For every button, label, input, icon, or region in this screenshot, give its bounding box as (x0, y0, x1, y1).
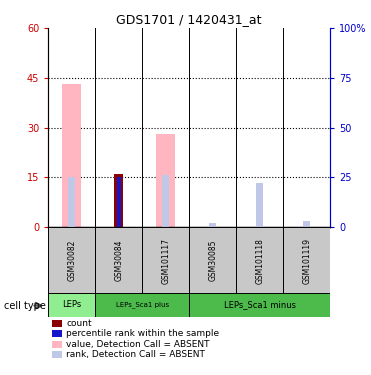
Text: LEPs_Sca1 minus: LEPs_Sca1 minus (224, 300, 296, 309)
Bar (62, 84, 81, 227)
Text: LEPs: LEPs (62, 300, 81, 309)
Bar (48, 292, 95, 317)
Bar (236, 227, 283, 294)
Bar (256, 183, 263, 227)
Bar (303, 221, 310, 227)
Bar (156, 134, 175, 227)
Bar (162, 175, 169, 227)
Text: GSM30084: GSM30084 (114, 240, 123, 281)
Bar (115, 174, 123, 227)
Bar (189, 227, 236, 294)
Text: GSM30082: GSM30082 (67, 240, 76, 281)
Text: LEPs_Sca1 plus: LEPs_Sca1 plus (116, 302, 169, 308)
Text: count: count (66, 319, 92, 328)
Text: value, Detection Call = ABSENT: value, Detection Call = ABSENT (66, 340, 210, 349)
Bar (209, 223, 216, 227)
Bar (95, 292, 189, 317)
Bar (189, 292, 330, 317)
Text: GSM101118: GSM101118 (255, 238, 264, 284)
Text: percentile rank within the sample: percentile rank within the sample (66, 329, 219, 338)
Bar (68, 177, 75, 227)
Text: GSM101119: GSM101119 (302, 238, 311, 284)
Text: cell type: cell type (4, 301, 46, 310)
Bar (142, 227, 189, 294)
Text: GSM101117: GSM101117 (161, 238, 170, 284)
Bar (48, 227, 95, 294)
Title: GDS1701 / 1420431_at: GDS1701 / 1420431_at (116, 13, 262, 26)
Text: rank, Detection Call = ABSENT: rank, Detection Call = ABSENT (66, 350, 205, 359)
Bar (95, 227, 142, 294)
Bar (283, 227, 330, 294)
Bar (117, 177, 121, 227)
Text: GSM30085: GSM30085 (208, 240, 217, 281)
